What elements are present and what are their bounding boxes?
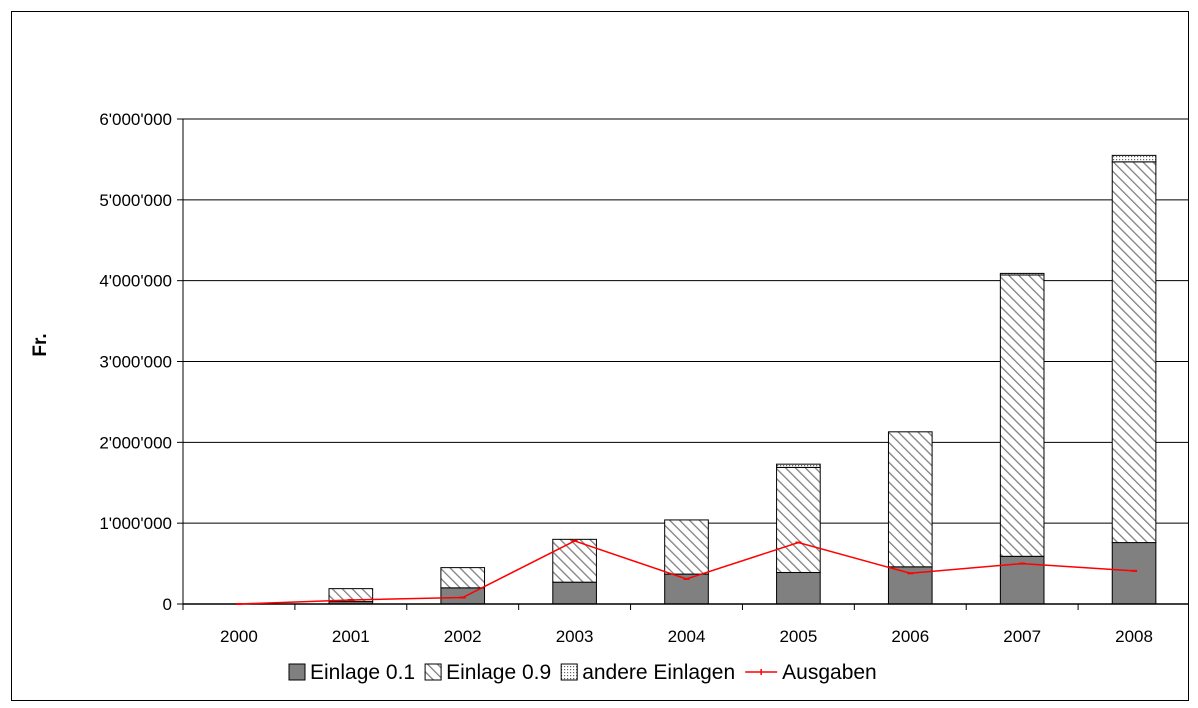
chart-svg: 0 1'000'000 2'000'000 3'000'000 4'000'000 5'0… [30,110,1188,684]
bar-einlage-0-1 [776,571,821,605]
bar-andere-einlagen [1111,154,1157,163]
bar-einlage-0-1 [1111,542,1157,605]
bar-andere-einlagen [776,463,821,468]
y-axis-title: Fr. [30,333,51,356]
bar-einlage-0-9 [440,567,486,589]
bars [328,154,1157,605]
y-tick-label: 4'000'000 [99,272,172,291]
bar-einlage-0-9 [887,431,933,568]
y-tick-label: 0 [163,595,172,614]
legend-swatch [424,663,442,681]
bar-andere-einlagen [999,272,1045,276]
bar-einlage-0-9 [999,274,1045,557]
x-tick-label: 2007 [1003,627,1041,646]
x-tick-label: 2002 [444,627,482,646]
legend: Einlage 0.1 Einlage 0.9 andere Einlagen Aus… [288,661,877,684]
axes [177,118,1188,610]
legend-label: Ausgaben [782,661,877,684]
bar-einlage-0-9 [776,466,821,573]
x-tick-label: 2006 [891,627,929,646]
legend-label: Einlage 0.9 [446,661,551,684]
bar-einlage-0-9 [328,588,374,603]
x-tick-label: 2003 [556,627,594,646]
legend-label: andere Einlagen [582,661,735,684]
y-tick-label: 3'000'000 [99,353,172,372]
y-tick-label: 6'000'000 [99,110,172,129]
bar-einlage-0-9 [664,519,709,575]
y-tick-label: 1'000'000 [99,514,172,533]
x-tick-label: 2004 [668,627,706,646]
x-tick-label: 2000 [220,627,258,646]
bar-einlage-0-1 [552,581,597,605]
line-series [235,539,1138,605]
y-tick-label: 2'000'000 [99,433,172,452]
tick-labels: 0 1'000'000 2'000'000 3'000'000 4'000'000 5'0… [99,110,1153,646]
bar-einlage-0-9 [1111,161,1157,544]
chart-frame: 0 1'000'000 2'000'000 3'000'000 4'000'000 5'0… [11,11,1189,701]
x-tick-label: 2001 [332,627,370,646]
legend-label: Einlage 0.1 [310,661,415,684]
y-tick-label: 5'000'000 [99,191,172,210]
legend-swatch [560,663,578,681]
x-tick-label: 2008 [1115,627,1153,646]
legend-swatch [288,663,306,681]
x-tick-label: 2005 [779,627,817,646]
